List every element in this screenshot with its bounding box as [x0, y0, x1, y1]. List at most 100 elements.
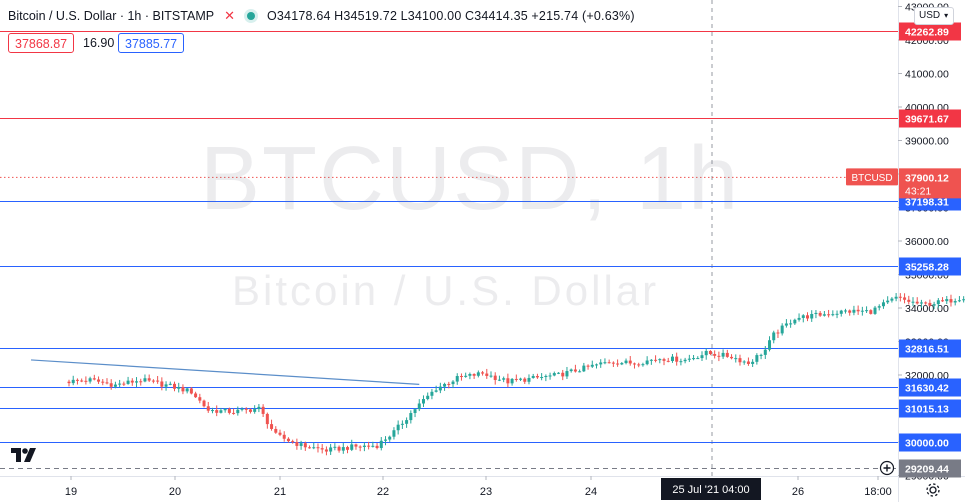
sell-button[interactable]: 37868.87 — [8, 33, 75, 53]
currency-dropdown[interactable]: USD ▾ — [914, 7, 954, 25]
candle-body — [341, 447, 345, 451]
candle-body — [168, 383, 172, 385]
zoom-in-icon[interactable] — [879, 460, 895, 476]
candle — [506, 373, 510, 388]
candle-body — [578, 371, 582, 373]
candle-body — [675, 356, 679, 362]
candle-body — [160, 381, 164, 387]
close-icon[interactable]: ✕ — [224, 8, 235, 23]
candle — [392, 427, 396, 440]
candle-body — [945, 299, 949, 302]
candle — [548, 372, 552, 380]
candle-body — [628, 360, 632, 364]
candle-body — [717, 355, 721, 357]
level-price-badge — [899, 257, 961, 276]
candle-body — [476, 372, 480, 376]
ohlc-low: L34100.00 — [400, 9, 462, 23]
level-price-badge — [899, 433, 961, 452]
tradingview-logo-icon — [11, 448, 36, 462]
candle — [877, 304, 881, 311]
candle — [763, 346, 767, 359]
candle-body — [92, 378, 96, 380]
candle — [941, 297, 945, 302]
candle — [316, 443, 320, 453]
candle — [620, 362, 624, 366]
candle-body — [202, 400, 206, 407]
candle-body — [502, 378, 506, 380]
candle — [143, 374, 147, 383]
candle-body — [548, 375, 552, 377]
candle — [417, 399, 421, 412]
candle-body — [730, 356, 734, 359]
buy-button[interactable]: 37885.77 — [118, 33, 185, 53]
candle — [822, 310, 826, 317]
candle-body — [637, 364, 641, 366]
candle-body — [540, 377, 544, 379]
candle-body — [71, 379, 75, 384]
price-tick-label: 39000.00 — [905, 136, 949, 148]
candle-body — [890, 298, 894, 301]
candle-body — [894, 296, 898, 299]
candle-body — [388, 436, 392, 440]
candle — [662, 357, 666, 366]
candle-body — [877, 306, 881, 308]
candle-body — [173, 383, 176, 389]
candle-body — [535, 375, 539, 378]
candle — [628, 356, 632, 366]
candle — [202, 399, 206, 408]
candle-body — [236, 409, 240, 414]
trendline[interactable] — [30, 359, 420, 385]
candle — [135, 377, 139, 388]
level-price-badge — [899, 339, 961, 358]
candle-body — [746, 361, 750, 364]
candle — [557, 372, 561, 375]
bar-countdown-label: 43:21 — [905, 185, 931, 197]
candle-body — [198, 397, 202, 401]
candle-body — [443, 383, 447, 387]
candle-body — [481, 372, 485, 374]
candle — [544, 374, 548, 382]
level-price-badge — [899, 459, 961, 478]
candle-body — [497, 379, 501, 381]
candle — [776, 329, 780, 338]
candle-body — [489, 375, 493, 377]
candle-body — [135, 381, 139, 383]
candle-body — [759, 354, 763, 356]
candle-body — [708, 350, 712, 354]
candle — [291, 439, 295, 444]
candle-body — [941, 300, 945, 302]
candle-body — [257, 406, 261, 410]
candle-body — [523, 378, 527, 382]
candle-body — [907, 299, 911, 302]
candle — [898, 293, 902, 302]
candle-body — [957, 300, 961, 302]
candle-body — [375, 445, 379, 449]
ohlc-high: H34519.72 — [334, 9, 398, 23]
candle — [603, 358, 607, 365]
candle-body — [358, 446, 362, 448]
candle — [223, 408, 227, 413]
candle — [696, 356, 700, 360]
candle-body — [679, 361, 683, 363]
candle-body — [616, 363, 620, 365]
settings-gear-icon[interactable] — [925, 482, 941, 498]
candle — [590, 360, 594, 368]
symbol-title[interactable]: Bitcoin / U.S. Dollar · 1h · BITSTAMP — [8, 9, 215, 23]
candle — [552, 371, 556, 377]
candle-body — [164, 384, 168, 387]
candle — [704, 348, 708, 360]
level-price-badge — [899, 378, 961, 397]
level-price-badge — [899, 109, 961, 128]
candle — [928, 299, 932, 307]
candle — [130, 378, 134, 386]
candle — [514, 374, 518, 382]
candle — [101, 378, 105, 386]
candle — [476, 370, 480, 378]
candle — [485, 368, 489, 379]
candle-body — [557, 372, 561, 374]
watermark-description: Bitcoin / U.S. Dollar — [232, 267, 660, 314]
candle — [75, 378, 79, 385]
candle — [911, 297, 915, 307]
candle — [151, 379, 155, 384]
